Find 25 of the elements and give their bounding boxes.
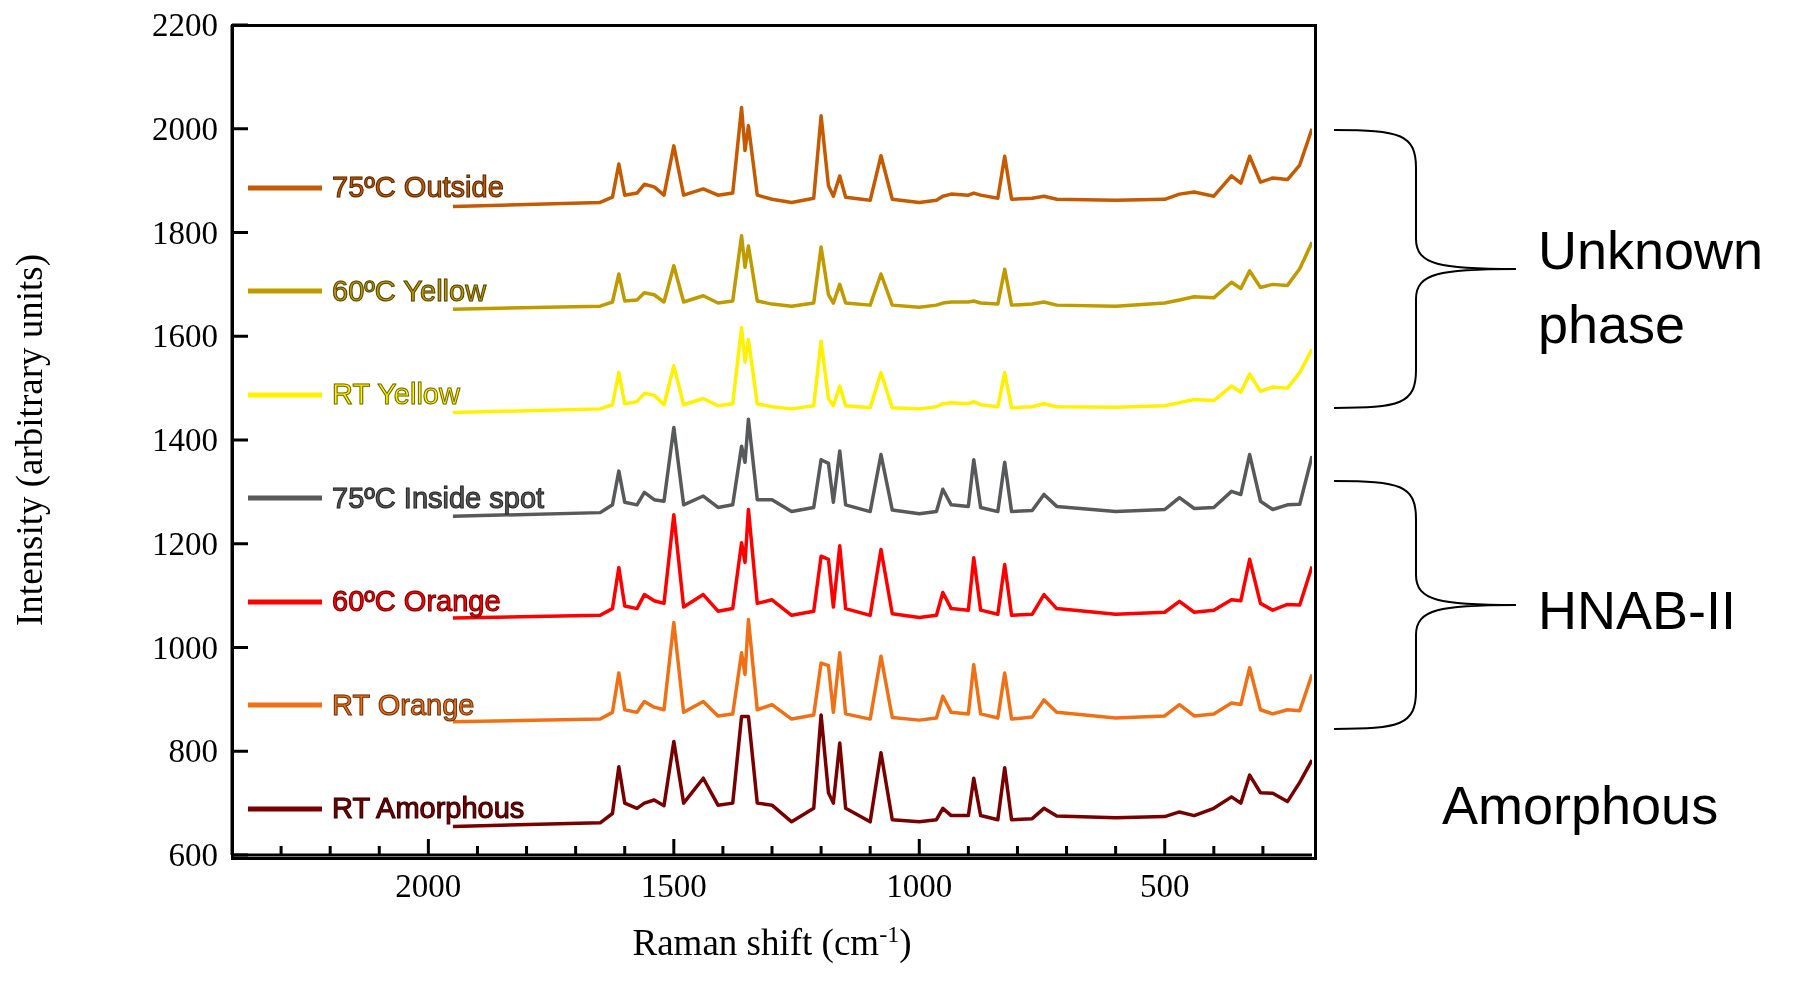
y-tick-label: 2200	[152, 7, 218, 43]
y-tick-label: 1000	[152, 629, 218, 666]
legend-label: RT Amorphous	[332, 792, 525, 826]
text: Unknown phase	[1538, 219, 1765, 356]
legend-label: RT Orange	[332, 688, 475, 722]
legend-label: 60ºC Yellow	[332, 274, 487, 308]
x-tick-label: 1500	[640, 868, 707, 904]
y-tick-label: 1200	[152, 525, 218, 562]
x-tick-label: 1000	[886, 868, 953, 904]
y-tick-label: 2000	[152, 110, 218, 147]
x-tick-label: 2000	[395, 868, 462, 904]
legend-label: 60ºC Orange	[332, 585, 501, 619]
text: Amorphous	[1442, 774, 1720, 837]
legend-label: 75ºC Outside	[332, 171, 504, 205]
y-tick-label: 1600	[152, 318, 218, 355]
legend-label: 75ºC Inside spot	[332, 481, 545, 515]
x-tick-label: 500	[1139, 868, 1190, 904]
y-tick-label: 800	[168, 733, 218, 770]
x-axis-title: Raman shift (cm$^{-1}$)	[632, 921, 912, 964]
y-tick-label: 600	[168, 837, 218, 873]
legend-label: RT Yellow	[332, 378, 460, 412]
y-tick-label: 1400	[152, 422, 218, 458]
text: HNAB-II	[1538, 579, 1738, 642]
y-tick-label: 1800	[152, 214, 218, 251]
y-axis-title: Intensity (arbitrary units)	[9, 254, 51, 626]
